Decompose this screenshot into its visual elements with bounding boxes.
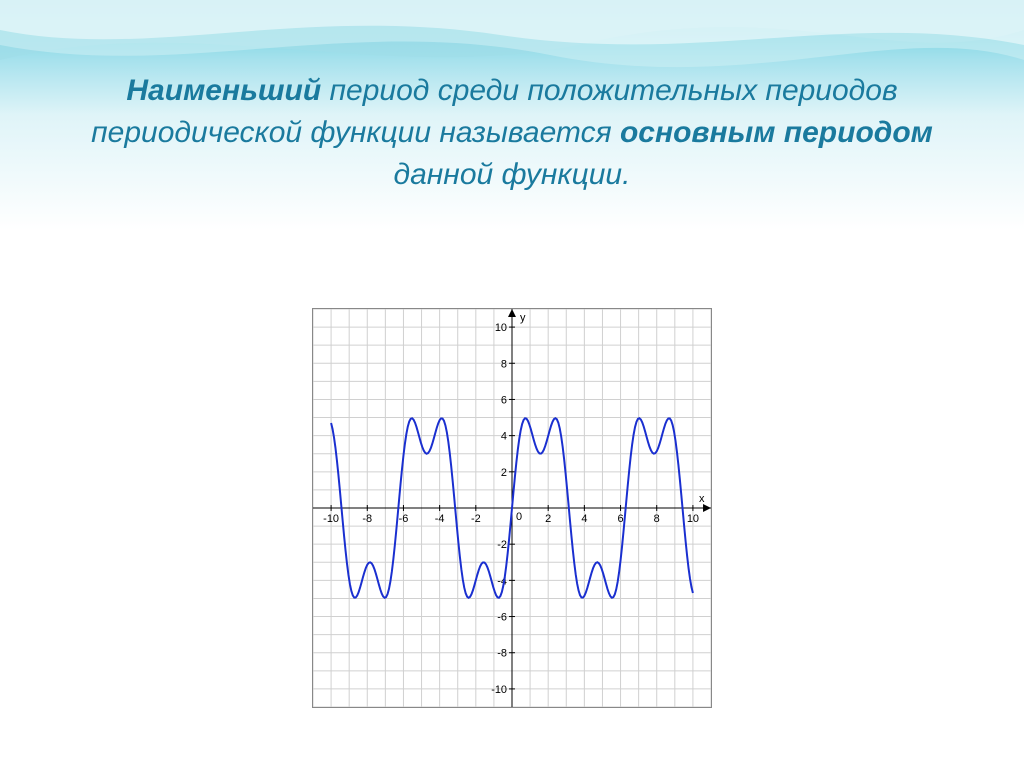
svg-text:-10: -10 (491, 684, 507, 696)
svg-text:-2: -2 (497, 539, 507, 551)
svg-text:-6: -6 (497, 612, 507, 624)
svg-text:-6: -6 (399, 513, 409, 525)
svg-text:6: 6 (617, 513, 623, 525)
svg-text:2: 2 (501, 467, 507, 479)
title-part4: данной функции. (394, 158, 631, 191)
chart-svg: -10-8-6-4-20246810-10-8-6-4-2246810xy (313, 309, 711, 707)
svg-text:0: 0 (516, 511, 522, 523)
svg-text:-4: -4 (435, 513, 445, 525)
svg-text:8: 8 (501, 358, 507, 370)
svg-text:4: 4 (581, 513, 587, 525)
svg-text:-2: -2 (471, 513, 481, 525)
svg-text:y: y (520, 312, 526, 324)
periodic-chart: -10-8-6-4-20246810-10-8-6-4-2246810xy (312, 308, 712, 708)
svg-text:-10: -10 (323, 513, 339, 525)
svg-text:-8: -8 (362, 513, 372, 525)
svg-text:6: 6 (501, 394, 507, 406)
title-part3: основным периодом (620, 116, 933, 149)
svg-text:2: 2 (545, 513, 551, 525)
title-part1: Наименьший (126, 74, 321, 107)
svg-text:8: 8 (654, 513, 660, 525)
svg-text:4: 4 (501, 431, 507, 443)
slide-title: Наименьший период среди положительных пе… (62, 70, 962, 196)
svg-text:x: x (699, 493, 705, 505)
svg-text:10: 10 (495, 322, 507, 334)
svg-text:-8: -8 (497, 648, 507, 660)
svg-text:10: 10 (687, 513, 699, 525)
